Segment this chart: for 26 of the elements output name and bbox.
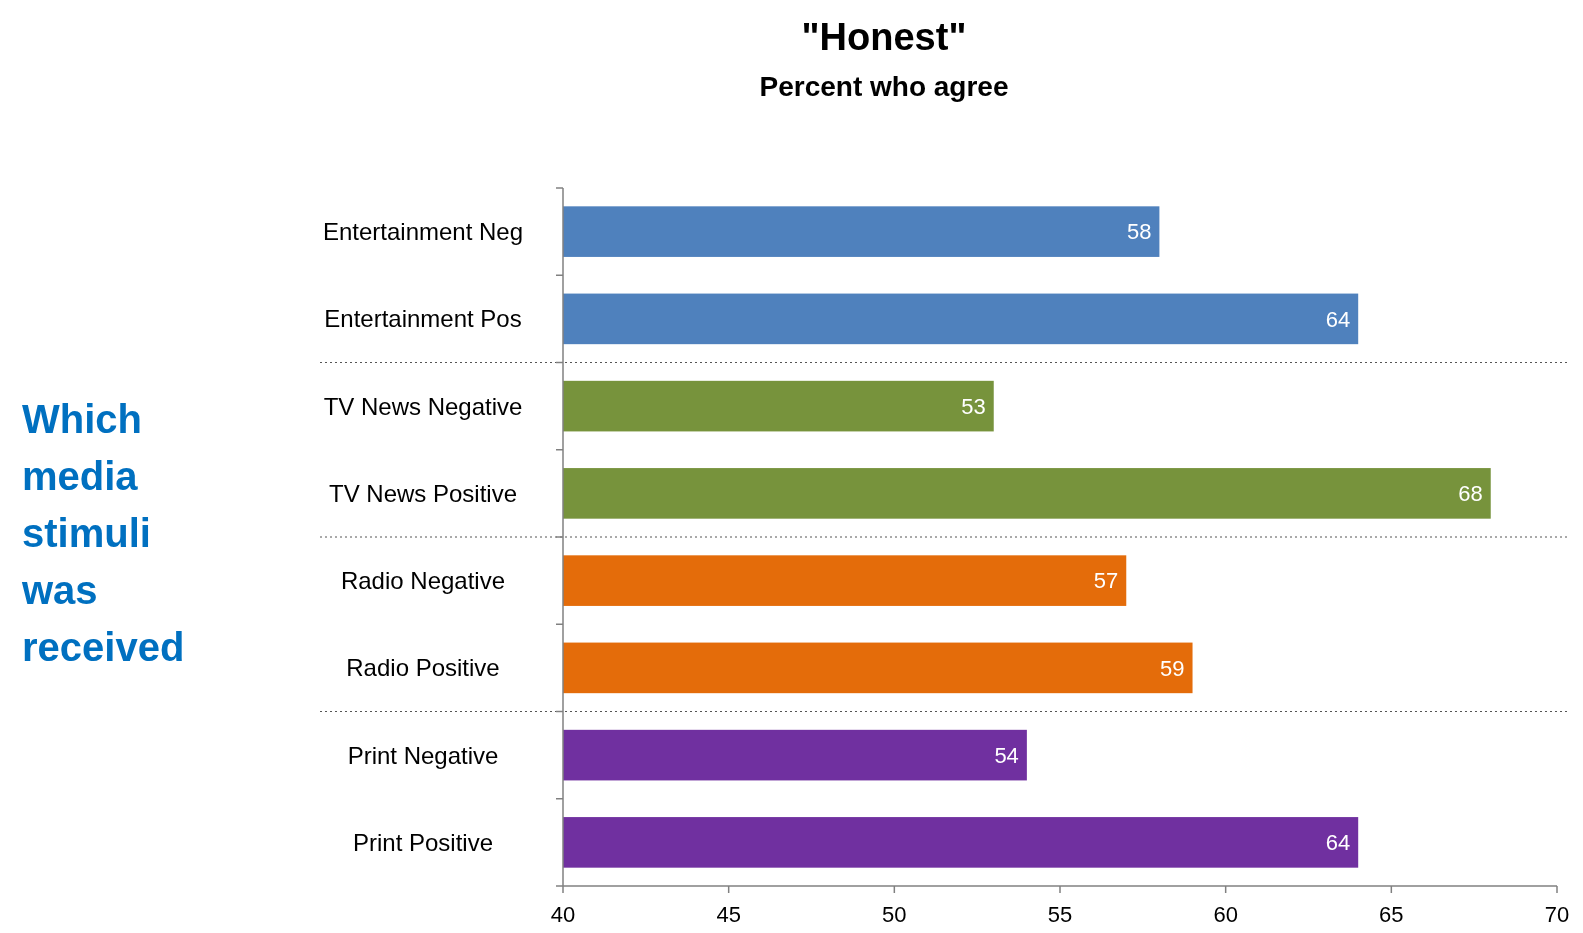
x-tick-label: 40 [550,902,576,927]
data-label: 54 [994,742,1019,768]
x-tick-label: 45 [716,902,741,927]
data-label: 64 [1325,306,1351,332]
y-tick-label: TV News Positive [328,479,518,507]
y-tick-label: Print Positive [352,828,494,856]
y-axis-title: Which media stimuli was received [21,397,185,669]
data-label: 53 [961,393,986,419]
data-label: 57 [1093,568,1119,594]
data-label: 58 [1126,219,1152,245]
x-tick-label: 65 [1379,902,1404,927]
data-label: 59 [1160,655,1185,681]
x-tick-label: 60 [1213,902,1238,927]
data-label: 68 [1458,481,1483,507]
y-tick-label: TV News Negative [323,392,523,420]
x-tick-label: 55 [1047,902,1073,927]
chart-subtitle: Percent who agree [759,71,1009,102]
y-tick-label: Radio Negative [340,567,506,595]
x-tick-label: 70 [1544,902,1570,927]
y-tick-label: Entertainment Pos [324,305,522,333]
data-label: 64 [1325,830,1351,856]
y-tick-label: Print Negative [347,741,499,769]
chart-title: "Honest" [801,16,967,58]
y-tick-label: Entertainment Neg [322,218,524,246]
y-tick-label: Radio Positive [346,654,500,682]
x-tick-label: 50 [882,902,907,927]
